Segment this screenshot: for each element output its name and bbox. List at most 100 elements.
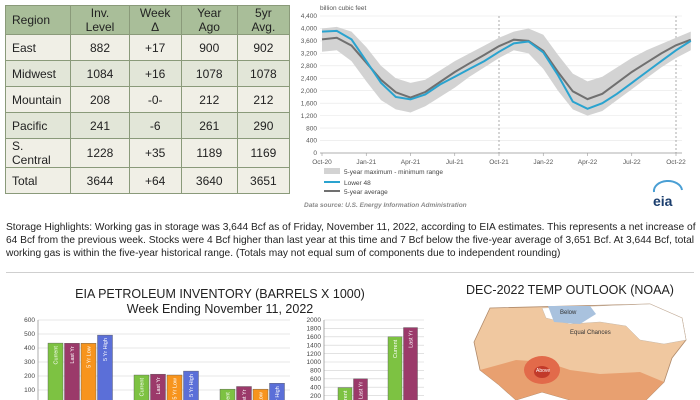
x-axis-ticks: Oct-20 Jan-21 Apr-21 Jul-21 Oct-21 Jan-22 Apr-… xyxy=(312,153,686,166)
bar-crude-2 xyxy=(80,343,97,400)
y-axis-ticks: 0100200300400500600 xyxy=(24,317,35,394)
storage-line-chart: billion cubic feet 0 400 800 1,200 1,600 2,00… xyxy=(301,5,692,209)
table-row: East 882 +17 900 902 xyxy=(4,34,291,61)
eia-logo-text: eia xyxy=(653,193,673,209)
table-cell: +35 xyxy=(128,138,182,168)
table-row: Midwest 1084 +16 1078 1078 xyxy=(4,60,291,87)
above-peak-region xyxy=(534,366,550,378)
bar-gasoline-3 xyxy=(183,370,199,400)
table-row: Pacific 241 -6 261 290 xyxy=(4,112,291,139)
table-cell: 3644 xyxy=(70,167,130,194)
table-cell: 212 xyxy=(236,86,291,113)
y-tick-label: 1800 xyxy=(307,326,322,333)
y-tick-label: 4,000 xyxy=(301,26,318,33)
x-tick-label: Oct-22 xyxy=(666,159,686,166)
range-band xyxy=(322,26,691,116)
bar-a-0 xyxy=(337,387,353,400)
table-cell: -6 xyxy=(128,112,182,139)
y-tick-label: 1400 xyxy=(307,342,322,349)
series-line-lower48 xyxy=(321,29,692,110)
y-axis-ticks: 0200400600800100012001400160018002000 xyxy=(307,317,322,400)
y-tick-label: 2000 xyxy=(307,317,322,324)
above-label: Above xyxy=(536,368,550,374)
y-tick-label: 600 xyxy=(24,317,35,324)
y-tick-label: 2,800 xyxy=(301,63,318,70)
petroleum-bar-chart-secondary: 0200400600800100012001400160018002000 Cu… xyxy=(307,317,424,400)
temp-outlook-title: DEC-2022 TEMP OUTLOOK (NOAA) xyxy=(466,283,674,297)
table-cell: East xyxy=(4,34,72,61)
y-tick-label: 100 xyxy=(24,387,35,394)
bar-crude-1 xyxy=(64,343,80,400)
column-header: Week Δ xyxy=(128,5,182,35)
table-cell: Mountain xyxy=(4,86,72,113)
bar-gasoline-0 xyxy=(133,374,150,400)
x-tick-label: Apr-22 xyxy=(578,159,598,166)
bar-label: Current xyxy=(343,390,349,400)
bar-label: 5 Yr High xyxy=(189,374,195,397)
table-cell: +16 xyxy=(128,60,182,87)
bar-distillate-2 xyxy=(252,388,269,400)
y-tick-label: 500 xyxy=(24,331,35,338)
y-tick-label: 200 xyxy=(24,373,35,380)
petroleum-subtitle: Week Ending November 11, 2022 xyxy=(126,302,314,316)
bar-label: Current xyxy=(393,339,399,358)
y-tick-label: 800 xyxy=(310,368,321,375)
bar-label: Last Yr xyxy=(70,346,76,363)
table-cell: Midwest xyxy=(4,60,72,87)
table-cell: 3651 xyxy=(236,167,291,194)
column-header: Year Ago xyxy=(180,5,238,35)
y-tick-label: 800 xyxy=(306,125,317,132)
below-label: Below xyxy=(560,310,577,316)
column-header: Region xyxy=(4,5,72,35)
column-header: Inv. Level xyxy=(70,5,130,35)
table-cell: 1078 xyxy=(236,60,291,87)
y-tick-label: 1,600 xyxy=(301,100,318,107)
bar-group: Current Last Yr 5 Yr Low 5 Yr High Current La… xyxy=(47,334,285,400)
equal-chances-label: Equal Chances xyxy=(570,330,611,336)
table-cell: 212 xyxy=(180,86,238,113)
bar-b-0 xyxy=(387,336,403,400)
y-tick-label: 400 xyxy=(24,345,35,352)
table-cell: 1078 xyxy=(180,60,238,87)
x-tick-label: Oct-20 xyxy=(312,159,332,166)
table-header-row: Region Inv. Level Week Δ Year Ago 5yr Av… xyxy=(4,5,291,35)
table-row: Mountain 208 -0- 212 212 xyxy=(4,86,291,113)
table-cell: Pacific xyxy=(4,112,72,139)
bar-label: Last Yr xyxy=(409,330,415,347)
bar-gasoline-2 xyxy=(166,374,183,400)
table-cell: 1228 xyxy=(70,138,130,168)
y-tick-label: 2,000 xyxy=(301,88,318,95)
legend-label: 5-year average xyxy=(344,189,388,196)
table-row: S. Central 1228 +35 1189 1169 xyxy=(4,138,291,168)
table-cell: +17 xyxy=(128,34,182,61)
bar-label: 5 Yr Low xyxy=(173,378,179,400)
x-tick-label: Oct-21 xyxy=(489,159,509,166)
y-tick-label: 1,200 xyxy=(301,113,318,120)
y-tick-label: 600 xyxy=(310,376,321,383)
bar-label: Current xyxy=(140,378,146,397)
storage-table: Region Inv. Level Week Δ Year Ago 5yr Av… xyxy=(4,5,291,194)
bar-label: Current xyxy=(226,392,232,400)
chart-legend: 5-year maximum - minimum range Lower 48 … xyxy=(324,168,443,196)
bar-label: Last Yr xyxy=(242,389,248,400)
y-tick-label: 2,400 xyxy=(301,75,318,82)
y-tick-label: 300 xyxy=(24,359,35,366)
table-cell: 261 xyxy=(180,112,238,139)
y-tick-label: 0 xyxy=(313,150,317,157)
x-tick-label: Jan-21 xyxy=(356,159,376,166)
y-tick-label: 1200 xyxy=(307,351,322,358)
bar-distillate-3 xyxy=(269,383,285,400)
bar-crude-3 xyxy=(97,334,113,400)
table-cell: 902 xyxy=(236,34,291,61)
x-tick-label: Jan-22 xyxy=(533,159,553,166)
legend-swatch-range xyxy=(324,168,340,174)
table-cell: 1084 xyxy=(70,60,130,87)
table-cell: Total xyxy=(4,167,72,194)
highlights-paragraph: Storage Highlights: Working gas in stora… xyxy=(6,222,696,259)
eia-logo: eia xyxy=(652,179,683,209)
y-tick-label: 400 xyxy=(306,138,317,145)
y-axis-ticks: 0 400 800 1,200 1,600 2,000 2,400 2,800 3,200 3,6… xyxy=(301,13,318,157)
y-tick-label: 1000 xyxy=(307,359,322,366)
x-tick-label: Apr-21 xyxy=(401,159,421,166)
